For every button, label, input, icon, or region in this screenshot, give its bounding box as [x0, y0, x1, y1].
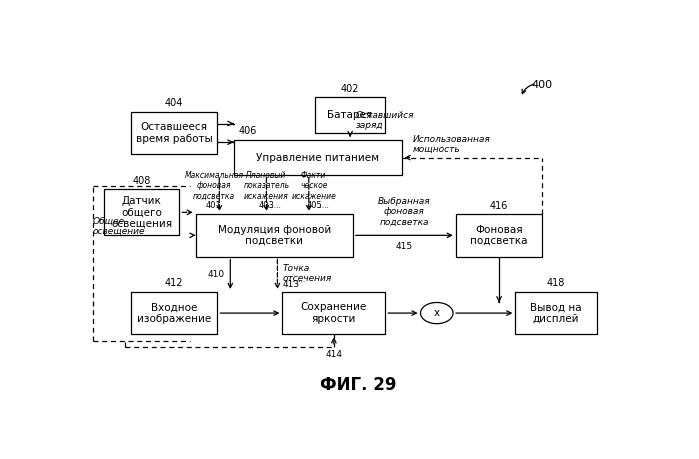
FancyBboxPatch shape [233, 140, 401, 175]
Text: .....: ..... [269, 201, 281, 210]
Text: Батарея: Батарея [328, 110, 373, 120]
FancyBboxPatch shape [282, 292, 385, 334]
FancyBboxPatch shape [196, 214, 353, 257]
Text: Оставшееся
время работы: Оставшееся время работы [136, 122, 212, 144]
Text: 414: 414 [325, 350, 343, 359]
FancyBboxPatch shape [131, 112, 217, 154]
Text: Выбранная
фоновая
подсветка: Выбранная фоновая подсветка [378, 197, 431, 226]
Text: ФИГ. 29: ФИГ. 29 [320, 376, 396, 394]
Text: Точка
отсечения: Точка отсечения [283, 263, 332, 283]
Text: 412: 412 [165, 278, 183, 288]
FancyBboxPatch shape [315, 97, 385, 133]
Text: Факти-
ческое
искажение: Факти- ческое искажение [291, 171, 337, 201]
Text: 413: 413 [283, 280, 300, 289]
Text: 400: 400 [532, 80, 553, 90]
Text: 408: 408 [132, 176, 151, 186]
Text: 406: 406 [239, 126, 257, 136]
Text: Использованная
мощность: Использованная мощность [412, 134, 490, 154]
Text: Фоновая
подсветка: Фоновая подсветка [470, 224, 528, 246]
Text: Максимальная
фоновая
подсветка: Максимальная фоновая подсветка [185, 171, 243, 201]
Text: 410: 410 [208, 270, 225, 279]
Text: 415: 415 [396, 242, 413, 252]
Text: Оставшийся
заряд: Оставшийся заряд [356, 111, 414, 130]
Text: 405: 405 [306, 201, 322, 210]
Text: 404: 404 [165, 98, 183, 108]
Text: 418: 418 [547, 278, 565, 288]
Text: 402: 402 [341, 84, 359, 94]
Text: Датчик
общего
освещения: Датчик общего освещения [111, 196, 172, 229]
FancyBboxPatch shape [103, 190, 180, 235]
Text: Общее
освещение: Общее освещение [93, 217, 145, 236]
Text: .....: ..... [317, 201, 329, 210]
Text: 416: 416 [490, 201, 508, 211]
Text: Плановый
показатель
искажения: Плановый показатель искажения [243, 171, 289, 201]
FancyBboxPatch shape [131, 292, 217, 334]
Text: Сохранение
яркости: Сохранение яркости [301, 302, 367, 324]
FancyBboxPatch shape [515, 292, 597, 334]
Text: Вывод на
дисплей: Вывод на дисплей [530, 302, 582, 324]
Text: Управление питанием: Управление питанием [256, 152, 379, 162]
FancyBboxPatch shape [456, 214, 542, 257]
Text: x: x [433, 308, 440, 318]
Text: Входное
изображение: Входное изображение [137, 302, 211, 324]
Text: 401: 401 [206, 201, 222, 210]
Text: Модуляция фоновой
подсветки: Модуляция фоновой подсветки [217, 224, 331, 246]
Text: ......: ...... [291, 275, 305, 284]
Text: 403: 403 [259, 201, 274, 210]
